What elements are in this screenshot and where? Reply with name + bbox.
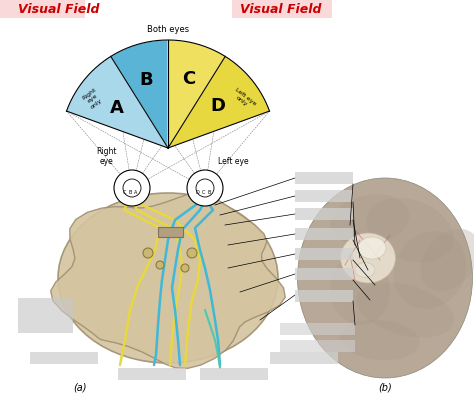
Wedge shape bbox=[66, 56, 168, 148]
Text: Right
eye
only: Right eye only bbox=[81, 87, 104, 111]
Text: B: B bbox=[139, 71, 153, 89]
Text: Visual Field: Visual Field bbox=[240, 3, 321, 16]
Wedge shape bbox=[111, 40, 168, 148]
Text: C: C bbox=[182, 70, 196, 88]
Bar bbox=[232, 0, 332, 18]
Bar bbox=[295, 228, 353, 240]
Bar bbox=[158, 227, 183, 237]
Text: (b): (b) bbox=[378, 382, 392, 392]
Circle shape bbox=[143, 248, 153, 258]
Text: D: D bbox=[210, 97, 225, 115]
Circle shape bbox=[187, 248, 197, 258]
Bar bbox=[295, 190, 353, 202]
Bar bbox=[280, 340, 355, 352]
Text: Both eyes: Both eyes bbox=[147, 25, 189, 34]
Text: B: B bbox=[128, 189, 132, 195]
Text: A: A bbox=[110, 99, 124, 117]
Text: A: A bbox=[134, 189, 137, 195]
Circle shape bbox=[181, 264, 189, 272]
Text: (a): (a) bbox=[73, 382, 87, 392]
Text: Left eye: Left eye bbox=[218, 157, 248, 166]
Bar bbox=[280, 323, 355, 335]
Bar bbox=[295, 290, 353, 302]
Bar bbox=[295, 268, 353, 280]
Bar bbox=[270, 352, 338, 364]
Circle shape bbox=[187, 170, 223, 206]
Polygon shape bbox=[51, 192, 285, 368]
Ellipse shape bbox=[340, 233, 395, 283]
Text: C: C bbox=[122, 189, 126, 195]
Ellipse shape bbox=[420, 229, 474, 291]
Ellipse shape bbox=[298, 178, 473, 378]
Bar bbox=[295, 172, 353, 184]
Ellipse shape bbox=[330, 195, 410, 246]
Bar bbox=[295, 208, 353, 220]
Ellipse shape bbox=[340, 320, 420, 360]
Ellipse shape bbox=[330, 255, 390, 325]
Circle shape bbox=[123, 179, 141, 197]
Ellipse shape bbox=[58, 193, 278, 363]
Bar bbox=[200, 368, 268, 380]
Bar bbox=[30, 352, 98, 364]
Ellipse shape bbox=[355, 262, 375, 278]
Ellipse shape bbox=[394, 231, 466, 309]
Ellipse shape bbox=[356, 283, 454, 337]
Circle shape bbox=[196, 179, 214, 197]
Bar bbox=[18, 298, 73, 333]
Text: C: C bbox=[201, 189, 205, 195]
Circle shape bbox=[114, 170, 150, 206]
Circle shape bbox=[156, 261, 164, 269]
Bar bbox=[295, 248, 353, 260]
Ellipse shape bbox=[358, 237, 386, 259]
Wedge shape bbox=[168, 56, 270, 148]
Bar bbox=[0, 0, 85, 18]
Bar bbox=[118, 368, 186, 380]
Text: D: D bbox=[195, 189, 199, 195]
Wedge shape bbox=[168, 40, 225, 148]
Text: Left eye
only: Left eye only bbox=[230, 87, 257, 111]
Text: B: B bbox=[207, 189, 210, 195]
Text: Right
eye: Right eye bbox=[97, 146, 117, 166]
Text: Visual Field: Visual Field bbox=[18, 3, 100, 16]
Ellipse shape bbox=[366, 198, 454, 262]
